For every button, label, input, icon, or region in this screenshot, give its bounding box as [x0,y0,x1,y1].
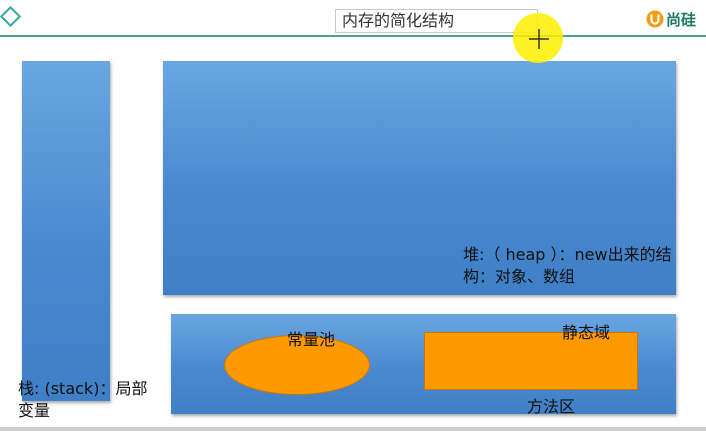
logo-diamond-icon [0,5,22,28]
stack-label: 栈: (stack)：局部变量 [18,379,148,420]
stack-block [22,61,110,401]
brand-logo: 尚硅 [646,8,696,30]
heap-label: 堆:（ heap ）：new出来的结构：对象、数组 [463,245,672,286]
brand-name: 尚硅 [666,10,697,29]
static-field-rect [424,332,638,390]
brand-u-icon [646,10,664,28]
crosshair-cursor-icon [529,29,549,49]
method-area-label: 方法区 [527,397,576,416]
constant-pool-ellipse [224,335,370,395]
top-bar: 内存的简化结构 尚硅 [0,0,706,36]
slide-title: 内存的简化结构 [335,9,538,33]
bottom-border [0,427,706,431]
constant-pool-label: 常量池 [287,330,336,349]
static-field-label: 静态域 [562,323,611,342]
cursor-highlight [513,13,563,63]
heap-block [163,61,676,295]
header-divider [0,35,706,37]
